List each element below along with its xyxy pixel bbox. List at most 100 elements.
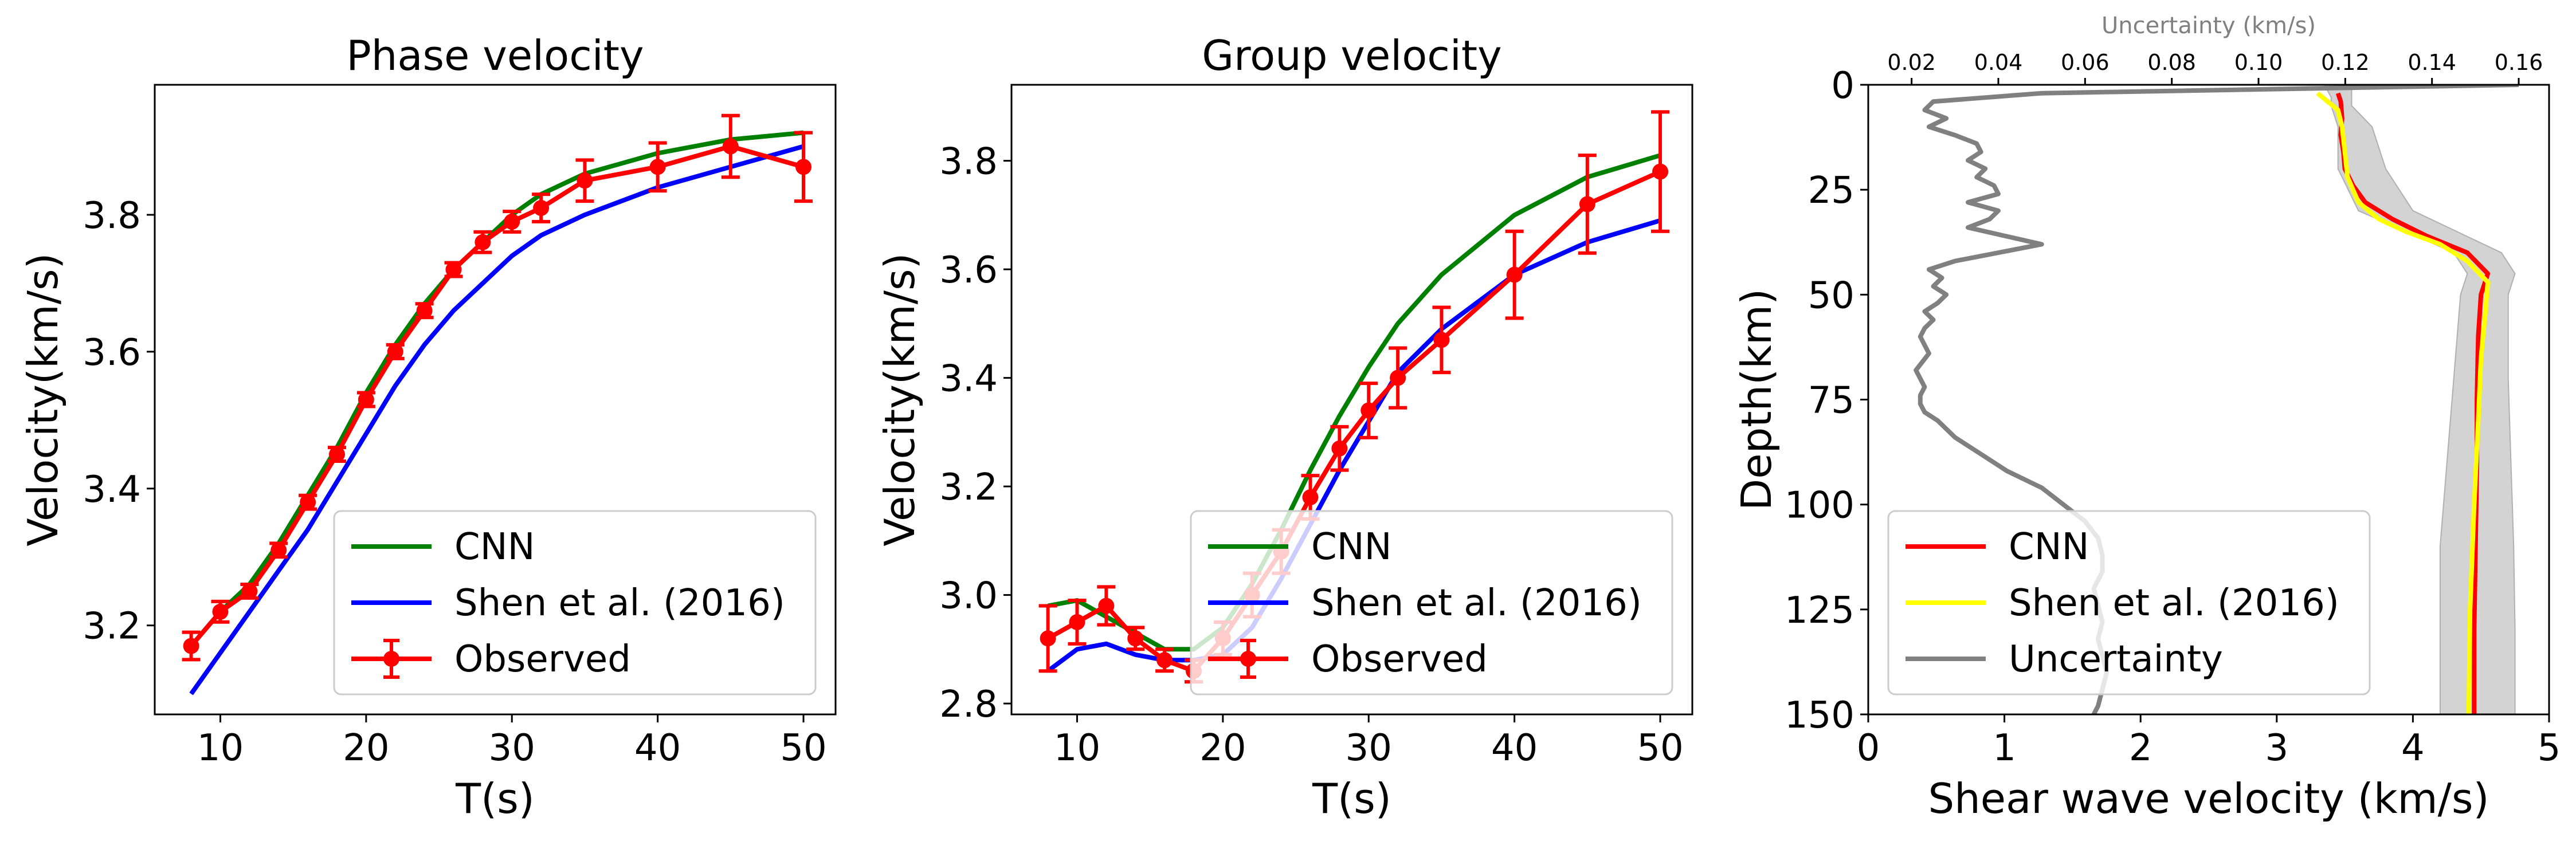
y-tick-label: 3.4 xyxy=(83,469,141,511)
data-point xyxy=(212,603,229,620)
data-point xyxy=(183,638,199,654)
data-point xyxy=(445,261,462,278)
data-point xyxy=(270,542,287,559)
x-tick-label: 30 xyxy=(489,727,535,769)
data-point xyxy=(1433,332,1450,348)
x-tick-label: 50 xyxy=(1637,727,1683,769)
data-point xyxy=(328,446,345,463)
chart-title: Group velocity xyxy=(1202,32,1501,80)
axes-frame xyxy=(154,84,837,716)
top-x-axis-label: Uncertainty (km/s) xyxy=(2101,13,2316,39)
y-tick-label: 3.4 xyxy=(939,358,998,400)
x-tick-label: 20 xyxy=(343,727,389,769)
x-tick-label: 50 xyxy=(780,727,826,769)
series-shen-et-al-2016-line xyxy=(2316,91,2491,714)
data-point xyxy=(1098,598,1115,614)
data-point xyxy=(241,583,258,599)
x-axis-label: T(s) xyxy=(455,775,535,823)
x-tick-label: 10 xyxy=(1054,727,1100,769)
legend-label: Observed xyxy=(1311,638,1488,681)
axes-frame xyxy=(1010,84,1693,716)
y-tick-label: 3.2 xyxy=(83,606,141,648)
data-point xyxy=(358,391,374,408)
top-x-tick-label: 0.08 xyxy=(2147,50,2196,75)
data-point xyxy=(300,494,316,510)
x-tick-label: 30 xyxy=(1346,727,1392,769)
legend-label: CNN xyxy=(2009,526,2089,568)
y-tick-label: 3.2 xyxy=(939,466,998,509)
legend-label: Observed xyxy=(454,638,631,681)
legend-label: CNN xyxy=(1311,526,1391,568)
legend-swatch-marker xyxy=(1240,651,1256,667)
uncertainty-band xyxy=(2323,85,2516,714)
x-tick-label: 4 xyxy=(2401,727,2425,769)
y-tick-label: 75 xyxy=(1808,380,1854,422)
chart-title: Phase velocity xyxy=(346,32,644,80)
data-point xyxy=(795,159,812,175)
series-shen-et-al-2016-line xyxy=(189,144,805,695)
data-point xyxy=(1331,440,1348,457)
data-point xyxy=(1652,163,1669,180)
panel-1: 10 20 30 40 50 3.2 3.4 3.6 3.8 T(s) Velocity(km/s)… xyxy=(19,32,837,823)
y-axis-label: Velocity(km/s) xyxy=(19,253,67,546)
y-tick-label: 125 xyxy=(1785,590,1854,632)
y-axis-label: Velocity(km/s) xyxy=(876,253,924,546)
x-tick-label: 5 xyxy=(2538,727,2561,769)
top-x-tick-label: 0.16 xyxy=(2495,50,2543,75)
y-tick-label: 3.0 xyxy=(939,575,998,618)
y-tick-label: 3.8 xyxy=(939,141,998,183)
data-point xyxy=(577,172,593,189)
data-point xyxy=(1069,614,1085,630)
data-point xyxy=(649,159,666,175)
y-tick-label: 3.6 xyxy=(83,332,141,374)
x-axis-label: Shear wave velocity (km/s) xyxy=(1928,775,2489,823)
y-tick-label: 150 xyxy=(1785,694,1854,737)
y-tick-label: 3.8 xyxy=(83,195,141,237)
plot-area xyxy=(182,113,813,695)
x-tick-label: 20 xyxy=(1199,727,1246,769)
data-point xyxy=(533,200,550,217)
y-tick-label: 25 xyxy=(1808,170,1854,212)
y-axis-label: Depth(km) xyxy=(1732,289,1781,510)
data-point xyxy=(1506,266,1523,283)
y-tick-label: 100 xyxy=(1785,485,1854,527)
data-point xyxy=(387,343,403,360)
legend-box xyxy=(1190,510,1673,695)
data-point xyxy=(1302,489,1319,506)
legend-box xyxy=(333,510,817,695)
data-point xyxy=(1360,402,1377,419)
data-point xyxy=(1127,630,1144,647)
data-point xyxy=(1579,196,1595,213)
legend-label: Shen et al. (2016) xyxy=(1311,582,1642,624)
panel-2: 10 20 30 40 50 2.8 3.0 3.2 3.4 3.6 3.8 T(s) Velocity… xyxy=(876,32,1693,823)
legend-label: Uncertainty xyxy=(2009,638,2223,681)
legend-swatch-marker xyxy=(383,651,399,667)
y-tick-label: 2.8 xyxy=(939,683,998,726)
legend-label: Shen et al. (2016) xyxy=(454,582,785,624)
data-point xyxy=(1040,630,1056,647)
y-tick-label: 0 xyxy=(1831,65,1854,107)
legend: CNN Shen et al. (2016) Uncertainty xyxy=(1887,510,2371,695)
x-tick-label: 0 xyxy=(1857,727,1880,769)
data-point xyxy=(504,213,520,230)
y-tick-label: 3.6 xyxy=(939,249,998,292)
data-point xyxy=(1156,652,1173,669)
legend-box xyxy=(1887,510,2371,695)
top-x-tick-label: 0.10 xyxy=(2234,50,2283,75)
x-axis-label: T(s) xyxy=(1312,775,1391,823)
top-x-tick-label: 0.12 xyxy=(2321,50,2370,75)
data-point xyxy=(1390,370,1406,386)
y-tick-label: 50 xyxy=(1808,274,1854,317)
top-x-tick-label: 0.14 xyxy=(2408,50,2456,75)
legend-label: Shen et al. (2016) xyxy=(2009,582,2339,624)
legend: CNN Shen et al. (2016) Observed xyxy=(1190,510,1673,695)
top-x-tick-label: 0.06 xyxy=(2061,50,2110,75)
top-x-tick-label: 0.04 xyxy=(1974,50,2023,75)
top-x-tick-label: 0.02 xyxy=(1887,50,1936,75)
data-point xyxy=(475,234,491,250)
x-tick-label: 40 xyxy=(1491,727,1538,769)
legend-label: CNN xyxy=(454,526,535,568)
x-tick-label: 40 xyxy=(634,727,681,769)
